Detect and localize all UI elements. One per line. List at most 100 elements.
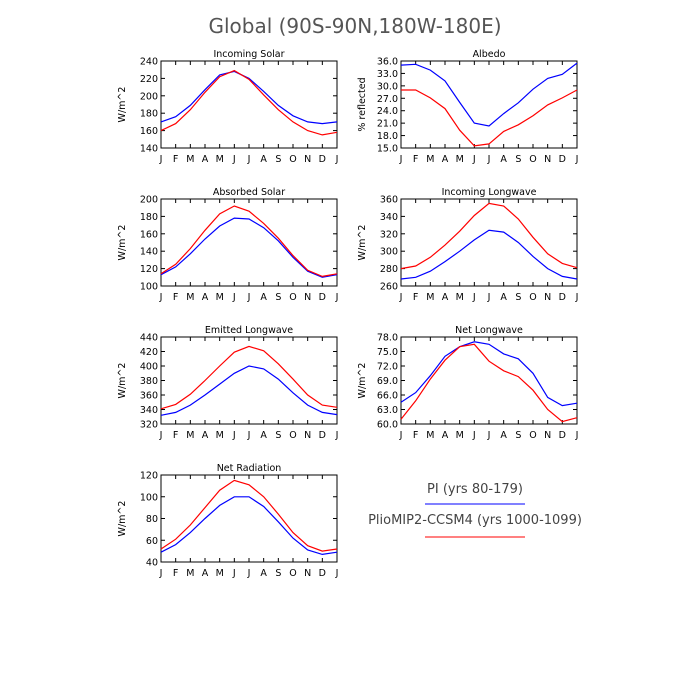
x-tick-label: A <box>442 430 449 441</box>
y-tick-label: 200 <box>140 91 158 102</box>
x-tick-label: F <box>173 568 178 579</box>
series-line-pliomip <box>160 479 338 552</box>
y-tick-label: 75.0 <box>377 347 398 358</box>
y-tick-label: 320 <box>380 229 398 240</box>
x-tick-label: J <box>575 154 579 165</box>
x-tick-label: D <box>319 568 326 579</box>
x-tick-label: D <box>319 430 326 441</box>
x-tick-label: O <box>529 292 536 303</box>
x-tick-label: S <box>275 154 281 165</box>
y-tick-label: 300 <box>380 247 398 258</box>
y-tick-label: 240 <box>140 57 158 68</box>
x-tick-label: J <box>232 568 236 579</box>
y-tick-label: 100 <box>140 492 158 503</box>
x-tick-label: J <box>487 430 491 441</box>
x-tick-label: F <box>413 154 418 165</box>
x-tick-label: M <box>426 430 434 441</box>
series-line-pi <box>160 365 338 416</box>
y-tick-label: 160 <box>140 229 158 240</box>
legend-label-pliomip: PlioMIP2-CCSM4 (yrs 1000-1099) <box>368 513 582 528</box>
x-tick-label: S <box>515 154 521 165</box>
x-tick-label: J <box>159 568 163 579</box>
y-tick-label: 66.0 <box>377 391 398 402</box>
x-tick-label: J <box>247 568 251 579</box>
x-tick-label: O <box>289 430 296 441</box>
y-tick-label: 18.0 <box>377 131 398 142</box>
x-tick-label: N <box>304 568 311 579</box>
x-tick-label: M <box>186 154 194 165</box>
x-tick-label: F <box>173 154 178 165</box>
x-tick-label: F <box>413 430 418 441</box>
x-tick-label: J <box>575 292 579 303</box>
y-tick-label: 24.0 <box>377 106 398 117</box>
x-tick-label: A <box>260 292 267 303</box>
x-tick-label: M <box>426 154 434 165</box>
x-tick-label: O <box>289 292 296 303</box>
y-tick-label: 15.0 <box>377 144 398 155</box>
y-tick-label: 440 <box>140 333 158 344</box>
series-line-pliomip <box>160 345 338 410</box>
x-tick-label: A <box>202 292 209 303</box>
x-tick-label: A <box>442 292 449 303</box>
y-tick-label: 40 <box>146 558 158 569</box>
x-tick-label: F <box>413 292 418 303</box>
y-tick-label: 360 <box>140 391 158 402</box>
x-tick-label: A <box>260 430 267 441</box>
x-tick-label: J <box>247 430 251 441</box>
y-tick-label: 340 <box>140 405 158 416</box>
x-tick-label: J <box>335 568 339 579</box>
x-tick-label: J <box>399 154 403 165</box>
series-line-pliomip <box>400 202 578 270</box>
x-tick-label: J <box>335 430 339 441</box>
y-tick-label: 180 <box>140 212 158 223</box>
x-tick-label: M <box>216 568 224 579</box>
y-tick-label: 100 <box>140 282 158 293</box>
x-tick-label: J <box>487 292 491 303</box>
y-tick-label: 69.0 <box>377 376 398 387</box>
x-tick-label: S <box>275 292 281 303</box>
x-tick-label: O <box>289 568 296 579</box>
x-tick-label: A <box>202 154 209 165</box>
x-tick-label: N <box>304 292 311 303</box>
series-line-pliomip <box>160 69 338 136</box>
y-axis-label: W/m^2 <box>117 501 128 537</box>
y-axis-label: W/m^2 <box>117 225 128 261</box>
x-tick-label: S <box>275 568 281 579</box>
x-tick-label: M <box>186 292 194 303</box>
y-tick-label: 120 <box>140 264 158 275</box>
x-tick-label: A <box>202 430 209 441</box>
x-tick-label: D <box>559 292 566 303</box>
x-tick-label: O <box>289 154 296 165</box>
y-axis-label: % reflected <box>357 77 368 131</box>
y-tick-label: 78.0 <box>377 333 398 344</box>
x-tick-label: M <box>216 154 224 165</box>
x-tick-label: J <box>247 154 251 165</box>
y-tick-label: 140 <box>140 247 158 258</box>
x-tick-label: D <box>559 154 566 165</box>
x-tick-label: J <box>335 154 339 165</box>
x-tick-label: N <box>304 430 311 441</box>
x-tick-label: A <box>500 430 507 441</box>
y-tick-label: 63.0 <box>377 405 398 416</box>
x-tick-label: N <box>544 154 551 165</box>
x-tick-label: N <box>544 292 551 303</box>
legend: PI (yrs 80-179) PlioMIP2-CCSM4 (yrs 1000… <box>368 482 582 538</box>
y-tick-label: 400 <box>140 362 158 373</box>
x-tick-label: A <box>202 568 209 579</box>
x-tick-label: D <box>559 430 566 441</box>
x-tick-label: J <box>159 292 163 303</box>
y-tick-label: 72.0 <box>377 362 398 373</box>
panel-title: Net Longwave <box>455 325 523 336</box>
x-tick-label: J <box>335 292 339 303</box>
x-tick-label: D <box>319 292 326 303</box>
x-tick-label: J <box>159 154 163 165</box>
x-tick-label: A <box>260 568 267 579</box>
legend-label-pi: PI (yrs 80-179) <box>427 482 523 497</box>
x-tick-label: A <box>500 154 507 165</box>
series-line-pi <box>160 70 338 125</box>
